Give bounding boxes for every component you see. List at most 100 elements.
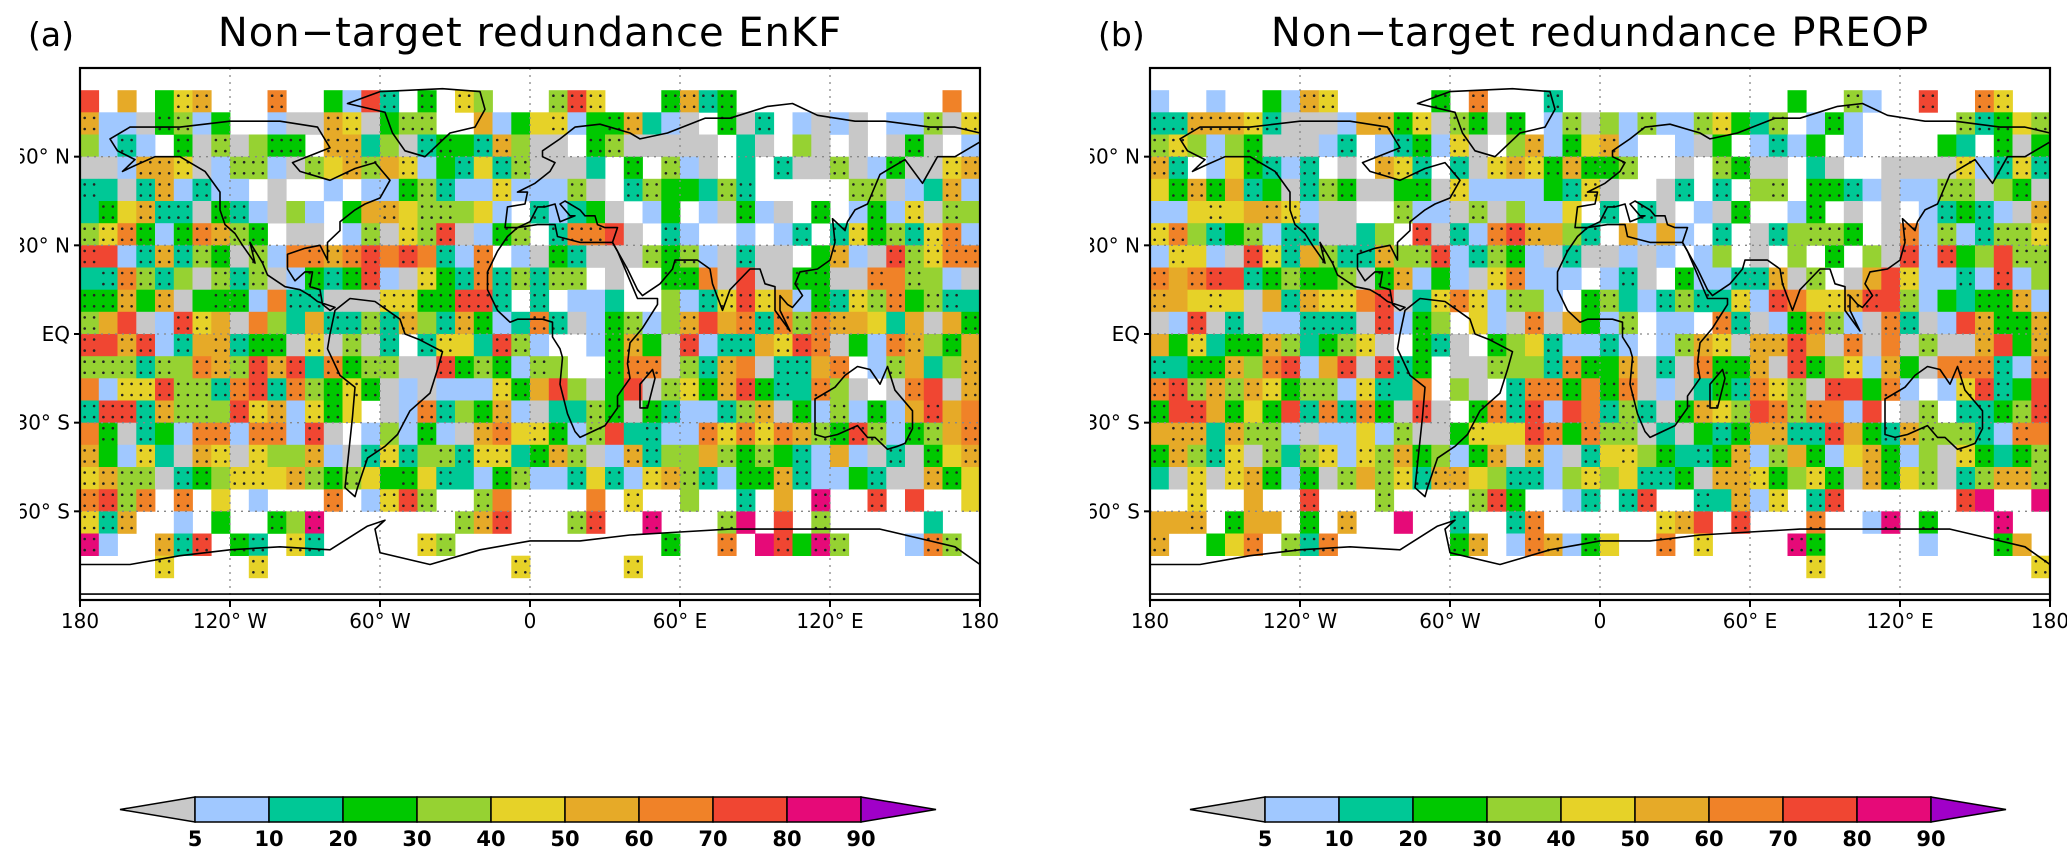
significance-dot — [974, 449, 977, 452]
grid-cell — [811, 444, 831, 468]
significance-dot — [1275, 260, 1278, 264]
significance-dot — [2044, 404, 2047, 408]
significance-dot — [308, 160, 312, 164]
significance-dot — [505, 426, 508, 430]
significance-dot — [561, 94, 565, 97]
significance-dot — [242, 382, 246, 386]
significance-dot — [655, 515, 658, 519]
significance-dot — [805, 227, 808, 230]
significance-dot — [158, 260, 161, 264]
significance-dot — [299, 537, 302, 541]
significance-dot — [486, 371, 490, 375]
significance-dot — [1256, 172, 1260, 175]
grid-cell — [642, 422, 662, 446]
significance-dot — [1378, 360, 1381, 364]
grid-cell — [548, 378, 568, 401]
significance-dot — [205, 537, 208, 541]
significance-dot — [1556, 438, 1560, 441]
significance-dot — [149, 227, 152, 230]
significance-dot — [749, 504, 752, 508]
grid-cell — [905, 112, 925, 135]
significance-dot — [570, 227, 574, 230]
significance-dot — [720, 537, 724, 541]
significance-dot — [1772, 282, 1775, 286]
grid-cell — [80, 90, 100, 113]
grid-cell — [1431, 311, 1451, 335]
significance-dot — [2006, 116, 2010, 120]
grid-cell — [1468, 289, 1488, 313]
grid-cell — [417, 422, 437, 446]
significance-dot — [608, 371, 611, 375]
grid-cell — [848, 134, 868, 157]
significance-dot — [674, 415, 677, 419]
significance-dot — [1556, 426, 1560, 430]
significance-dot — [486, 316, 490, 319]
significance-dot — [1237, 116, 1241, 120]
significance-dot — [167, 116, 171, 120]
grid-cell — [98, 511, 118, 534]
grid-cell — [342, 112, 362, 135]
significance-dot — [645, 482, 649, 485]
significance-dot — [1322, 349, 1325, 352]
grid-cell — [1731, 422, 1751, 446]
significance-dot — [1181, 183, 1185, 186]
grid-cell — [1618, 467, 1638, 490]
significance-dot — [1181, 438, 1185, 441]
significance-dot — [1294, 227, 1297, 230]
grid-cell — [1281, 400, 1301, 423]
significance-dot — [392, 205, 396, 208]
grid-cell — [811, 334, 831, 357]
significance-dot — [1790, 404, 1794, 408]
grid-cell — [961, 267, 981, 290]
grid-cell — [1487, 156, 1507, 180]
grid-cell — [398, 223, 418, 246]
significance-dot — [1959, 438, 1963, 441]
significance-dot — [599, 227, 602, 230]
grid-cell — [323, 444, 343, 468]
significance-dot — [1350, 138, 1353, 142]
significance-dot — [1978, 415, 1981, 419]
grid-cell — [642, 356, 662, 379]
grid-cell — [1262, 223, 1282, 246]
significance-dot — [730, 537, 733, 541]
grid-cell — [905, 489, 925, 512]
significance-dot — [1265, 449, 1269, 452]
significance-dot — [1819, 426, 1822, 430]
significance-dot — [102, 238, 105, 242]
significance-dot — [1256, 438, 1260, 441]
significance-dot — [1772, 426, 1775, 430]
grid-cell — [1468, 356, 1488, 379]
significance-dot — [1500, 271, 1503, 275]
significance-dot — [702, 438, 705, 441]
significance-dot — [570, 471, 574, 474]
significance-dot — [1631, 316, 1635, 319]
significance-dot — [1350, 327, 1353, 330]
significance-dot — [167, 415, 171, 419]
significance-dot — [392, 105, 396, 109]
significance-dot — [139, 404, 143, 408]
significance-dot — [177, 349, 180, 352]
significance-dot — [1856, 105, 1860, 109]
significance-dot — [102, 216, 105, 219]
significance-dot — [1622, 415, 1625, 419]
significance-dot — [439, 227, 443, 230]
significance-dot — [1378, 260, 1381, 264]
grid-cell — [1375, 223, 1395, 246]
significance-dot — [580, 227, 583, 230]
significance-dot — [533, 216, 536, 219]
significance-dot — [130, 493, 133, 497]
significance-dot — [974, 460, 977, 463]
grid-cell — [286, 201, 306, 224]
significance-dot — [1490, 271, 1494, 275]
grid-cell — [1993, 223, 2013, 246]
significance-dot — [1444, 293, 1447, 297]
significance-dot — [1997, 149, 2000, 153]
grid-cell — [192, 400, 212, 423]
significance-dot — [908, 260, 911, 264]
grid-cell — [736, 134, 756, 157]
significance-dot — [1734, 293, 1738, 297]
significance-dot — [1481, 216, 1485, 219]
significance-dot — [1406, 149, 1410, 153]
significance-dot — [589, 149, 593, 153]
grid-cell — [1543, 533, 1563, 556]
